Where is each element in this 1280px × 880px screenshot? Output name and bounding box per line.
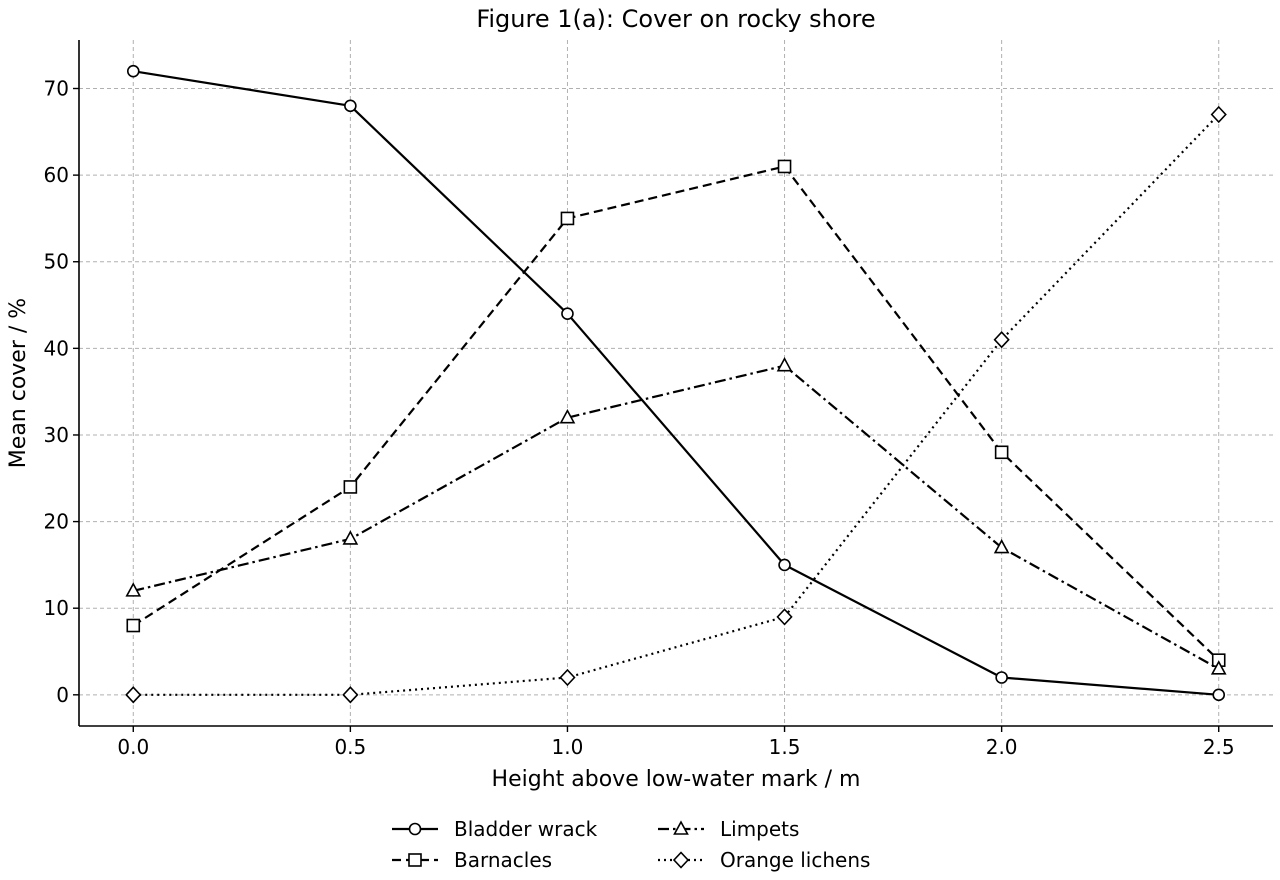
data-point-orange-lichens [125,686,142,704]
series-bladder-wrack [126,64,1226,702]
data-point-orange-lichens [776,608,793,626]
legend-item-barnacles: Barnacles [392,848,552,872]
data-point-limpets [342,530,359,545]
series-layer [125,64,1227,704]
x-tick-label: 0.0 [117,735,149,759]
data-point-limpets [1210,660,1227,675]
legend-marker-bladder-wrack [408,822,422,836]
data-point-orange-lichens [993,331,1010,349]
data-point-bladder-wrack [344,99,357,113]
data-point-barnacles [777,159,792,174]
legend-label-orange-lichens: Orange lichens [720,848,870,872]
x-tick-label: 1.0 [552,735,584,759]
axes: 0.0 0.5 1.0 1.5 2.0 2.5 0 10 20 30 40 50 60 70 [44,40,1273,759]
data-point-barnacles [343,480,358,494]
legend-marker-barnacles [408,853,422,867]
legend-marker-orange-lichens [672,851,690,869]
legend-label-barnacles: Barnacles [454,848,552,872]
y-tick-label: 10 [44,596,69,620]
series-limpets [125,356,1227,675]
y-tick-label: 20 [44,510,69,534]
x-tick-label: 2.5 [1203,735,1235,759]
chart-title: Figure 1(a): Cover on rocky shore [476,5,875,33]
y-tick-label: 70 [44,77,69,101]
data-point-bladder-wrack [778,558,791,572]
data-point-bladder-wrack [126,64,140,78]
data-point-limpets [125,582,142,597]
legend-label-bladder-wrack: Bladder wrack [454,817,598,841]
data-point-limpets [559,408,576,424]
y-tick-label: 30 [44,423,69,447]
data-point-limpets [993,538,1010,554]
data-point-barnacles [994,445,1009,460]
legend-item-orange-lichens: Orange lichens [658,848,870,872]
data-point-barnacles [126,618,141,633]
x-tick-label: 1.5 [769,735,801,759]
legend-item-limpets: Limpets [658,817,799,841]
x-axis-title: Height above low-water mark / m [492,767,861,792]
data-point-bladder-wrack [995,671,1008,684]
data-point-orange-lichens [1210,105,1227,124]
grid [79,40,1273,726]
data-point-limpets [776,356,793,372]
y-tick-label: 0 [56,683,69,707]
y-tick-label: 40 [44,336,69,360]
data-point-orange-lichens [559,668,576,687]
legend-marker-limpets [673,820,689,835]
x-tick-label: 2.0 [986,735,1018,759]
y-axis-title: Mean cover / % [6,298,31,468]
series-orange-lichens [125,105,1227,704]
y-tick-label: 60 [44,163,69,187]
legend-item-bladder-wrack: Bladder wrack [392,817,598,841]
data-point-bladder-wrack [561,307,574,321]
series-line-limpets [133,364,1220,670]
series-barnacles [126,159,1226,667]
data-point-bladder-wrack [1212,688,1226,702]
series-line-bladder-wrack [133,70,1219,696]
series-line-orange-lichens [133,113,1220,696]
y-tick-label: 50 [44,250,69,274]
legend: Bladder wrack Barnacles Limpets Orange lich… [392,817,870,872]
series-line-barnacles [132,165,1220,661]
x-tick-label: 0.5 [334,735,366,759]
data-point-barnacles [560,211,575,226]
data-point-orange-lichens [342,686,359,704]
legend-label-limpets: Limpets [720,817,799,841]
